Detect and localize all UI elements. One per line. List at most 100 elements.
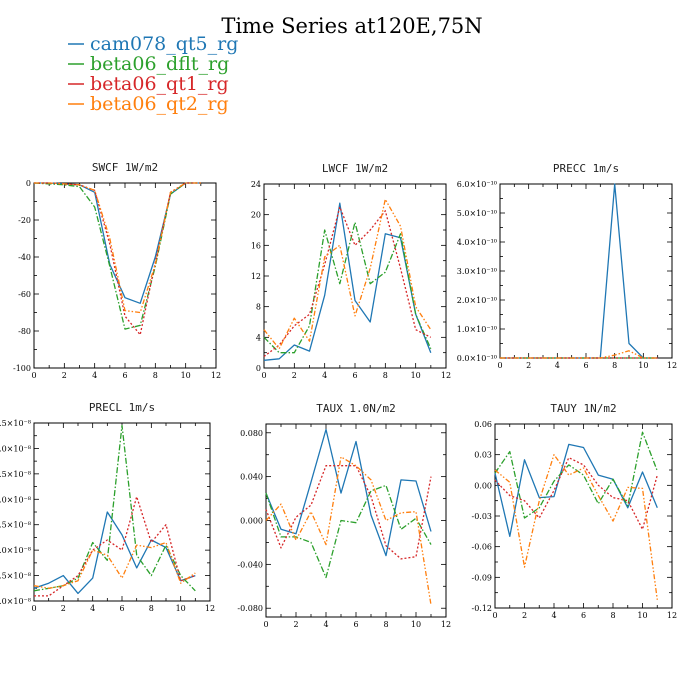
y-tick-label: 2.0×10⁻⁸	[0, 495, 31, 504]
y-tick-label: 1.5×10⁻⁸	[0, 521, 31, 530]
series-line-beta06_qt1_rg	[265, 465, 432, 560]
panel-title: SWCF 1W/m2	[92, 161, 158, 174]
y-tick-label: -40	[18, 253, 31, 262]
series-line-beta06_dflt_rg	[33, 424, 196, 592]
chart-panel-4: PRECL 1m/s 0 2 4 6 8 10 12 0.0×10⁻⁸ 0.5×10⁻⁸ 1.0×1…	[0, 401, 215, 613]
y-tick-label: 0.5×10⁻⁸	[0, 572, 31, 581]
series-line-beta06_dflt_rg	[494, 431, 658, 519]
y-tick-label: 6.0×10⁻¹⁰	[457, 180, 497, 189]
x-tick-label: 0	[263, 620, 268, 629]
x-tick-label: 6	[352, 371, 357, 380]
legend: cam078_qt5_rgbeta06_dflt_rgbeta06_qt1_rg…	[68, 33, 238, 115]
y-tick-label: 20	[251, 211, 261, 220]
y-tick-label: -0.06	[471, 543, 492, 552]
x-tick-label: 2	[61, 604, 66, 613]
x-tick-label: 0	[492, 611, 497, 620]
y-tick-label: 3.0×10⁻¹⁰	[457, 267, 497, 276]
x-tick-label: 10	[176, 604, 186, 613]
x-tick-label: 8	[149, 604, 154, 613]
x-tick-label: 8	[610, 611, 615, 620]
y-tick-label: -0.040	[237, 560, 263, 569]
x-tick-label: 6	[583, 361, 588, 370]
y-tick-label: 24	[251, 180, 261, 189]
x-tick-label: 8	[383, 620, 388, 629]
y-tick-label: -0.080	[237, 604, 263, 613]
x-tick-label: 12	[667, 611, 677, 620]
x-tick-label: 2	[62, 371, 67, 380]
x-tick-label: 2	[522, 611, 527, 620]
x-tick-label: 4	[322, 371, 327, 380]
x-tick-label: 10	[411, 620, 421, 629]
x-tick-label: 6	[581, 611, 586, 620]
y-tick-label: 2.0×10⁻¹⁰	[457, 296, 497, 305]
y-tick-label: 0.0×10⁻¹⁰	[457, 354, 497, 363]
series-line-beta06_qt1_rg	[34, 496, 196, 597]
y-tick-label: 5.0×10⁻¹⁰	[457, 209, 497, 218]
x-tick-label: 0	[261, 371, 266, 380]
x-tick-label: 0	[497, 361, 502, 370]
y-tick-label: -0.12	[471, 604, 492, 613]
y-tick-label: -80	[18, 327, 31, 336]
panel-title: PRECC 1m/s	[553, 162, 619, 175]
series-line-beta06_dflt_rg	[33, 182, 201, 330]
x-tick-label: 12	[205, 604, 215, 613]
y-tick-label: -0.03	[471, 512, 492, 521]
x-tick-label: 10	[638, 361, 648, 370]
x-tick-label: 4	[90, 604, 95, 613]
plot-frame	[494, 423, 673, 609]
legend-label-beta06_qt2_rg: beta06_qt2_rg	[90, 93, 229, 115]
series-line-cam078_qt5_rg	[500, 183, 658, 359]
y-tick-label: 4.0×10⁻¹⁰	[457, 238, 497, 247]
y-tick-label: 2.5×10⁻⁸	[0, 470, 31, 479]
plot-frame	[33, 182, 217, 369]
x-tick-label: 12	[441, 620, 451, 629]
x-tick-label: 4	[323, 620, 328, 629]
plot-frame	[263, 183, 447, 369]
x-tick-label: 4	[92, 371, 97, 380]
x-tick-label: 12	[667, 361, 677, 370]
y-tick-label: 0	[26, 179, 31, 188]
y-tick-label: 0.040	[240, 473, 263, 482]
y-tick-label: 0.06	[474, 420, 492, 429]
series-line-beta06_qt2_rg	[34, 182, 201, 314]
series-line-beta06_qt2_rg	[265, 456, 432, 606]
y-tick-label: -0.09	[471, 573, 492, 582]
x-tick-label: 6	[122, 371, 127, 380]
y-tick-label: 3.5×10⁻⁸	[0, 419, 31, 428]
y-tick-label: 4	[256, 333, 261, 342]
series-line-beta06_qt2_rg	[33, 541, 196, 589]
x-tick-label: 10	[411, 371, 421, 380]
x-tick-label: 2	[293, 620, 298, 629]
x-tick-label: 8	[153, 371, 158, 380]
panel-title: PRECL 1m/s	[89, 401, 155, 414]
y-tick-label: 0.000	[240, 517, 263, 526]
y-tick-label: 0.0×10⁻⁸	[0, 597, 31, 606]
x-tick-label: 10	[181, 371, 191, 380]
y-tick-label: 12	[251, 272, 261, 281]
x-tick-label: 4	[555, 361, 560, 370]
series-line-beta06_qt2_rg	[263, 198, 432, 350]
y-tick-label: 16	[251, 241, 261, 250]
chart-panels: SWCF 1W/m20 2 4 6 8 10 12-100-80-60-40-200LWCF…	[0, 161, 677, 629]
legend-label-beta06_dflt_rg: beta06_dflt_rg	[90, 53, 229, 75]
y-tick-label: 1.0×10⁻⁸	[0, 546, 31, 555]
series-line-beta06_qt2_rg	[500, 350, 658, 359]
y-tick-label: -60	[18, 290, 31, 299]
series-line-beta06_dflt_rg	[265, 484, 432, 579]
chart-panel-1: SWCF 1W/m2 0 2 4 6 8 10 12 -100 -80 -60 -40 -20 0	[13, 161, 221, 380]
y-tick-label: 0.00	[474, 481, 492, 490]
x-tick-label: 2	[526, 361, 531, 370]
series-line-cam078_qt5_rg	[265, 428, 432, 557]
x-tick-label: 6	[353, 620, 358, 629]
x-tick-label: 12	[211, 371, 221, 380]
x-tick-label: 0	[31, 371, 36, 380]
y-tick-label: -20	[18, 216, 31, 225]
x-tick-label: 2	[292, 371, 297, 380]
figure-title: Time Series at120E,75N	[221, 14, 482, 38]
chart-panel-6: TAUY 1N/m2 0 2 4 6 8 10 12 -0.12 -0.09 -0.06 -0.03 0…	[471, 402, 677, 620]
series-line-beta06_qt1_rg	[494, 457, 658, 530]
panel-title: LWCF 1W/m2	[322, 162, 388, 175]
panel-title: TAUX 1.0N/m2	[316, 402, 395, 415]
plot-frame	[499, 183, 673, 359]
